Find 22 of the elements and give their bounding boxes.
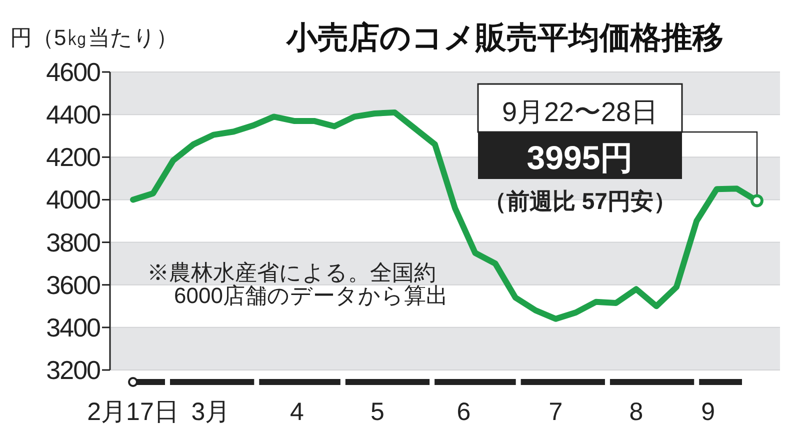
x-tick-label: 8 — [629, 398, 644, 426]
x-tick-label: 3月 — [191, 398, 230, 426]
y-tick-label: 3400 — [46, 312, 101, 342]
annotation: 9月22〜28日 — [502, 97, 658, 127]
x-tick-label: 2月17日 — [87, 398, 179, 426]
y-tick-label: 3600 — [46, 270, 101, 300]
x-tick-label: 4 — [290, 398, 304, 426]
x-tick-label: 6 — [456, 398, 471, 426]
y-tick-label: 3200 — [46, 355, 101, 385]
x-tick-label: 5 — [370, 398, 384, 426]
annotation: ※農林水産省による。全国約6000店舗のデータから算出 — [147, 260, 448, 308]
y-tick-label: 4400 — [46, 100, 101, 130]
y-tick-label: 4200 — [46, 142, 101, 172]
y-axis-title: 円（5㎏当たり） — [10, 25, 178, 50]
x-tick-label: 7 — [548, 398, 563, 426]
x-tick-label: 9 — [701, 398, 716, 426]
annotation: （前週比 57円安） — [484, 188, 676, 214]
y-tick-label: 3800 — [46, 227, 101, 258]
y-tick-label: 4000 — [46, 184, 101, 215]
chart-title: 小売店のコメ販売平均価格推移 — [286, 20, 724, 55]
y-tick-label: 4600 — [46, 57, 101, 87]
annotation: 3995円 — [526, 139, 634, 176]
